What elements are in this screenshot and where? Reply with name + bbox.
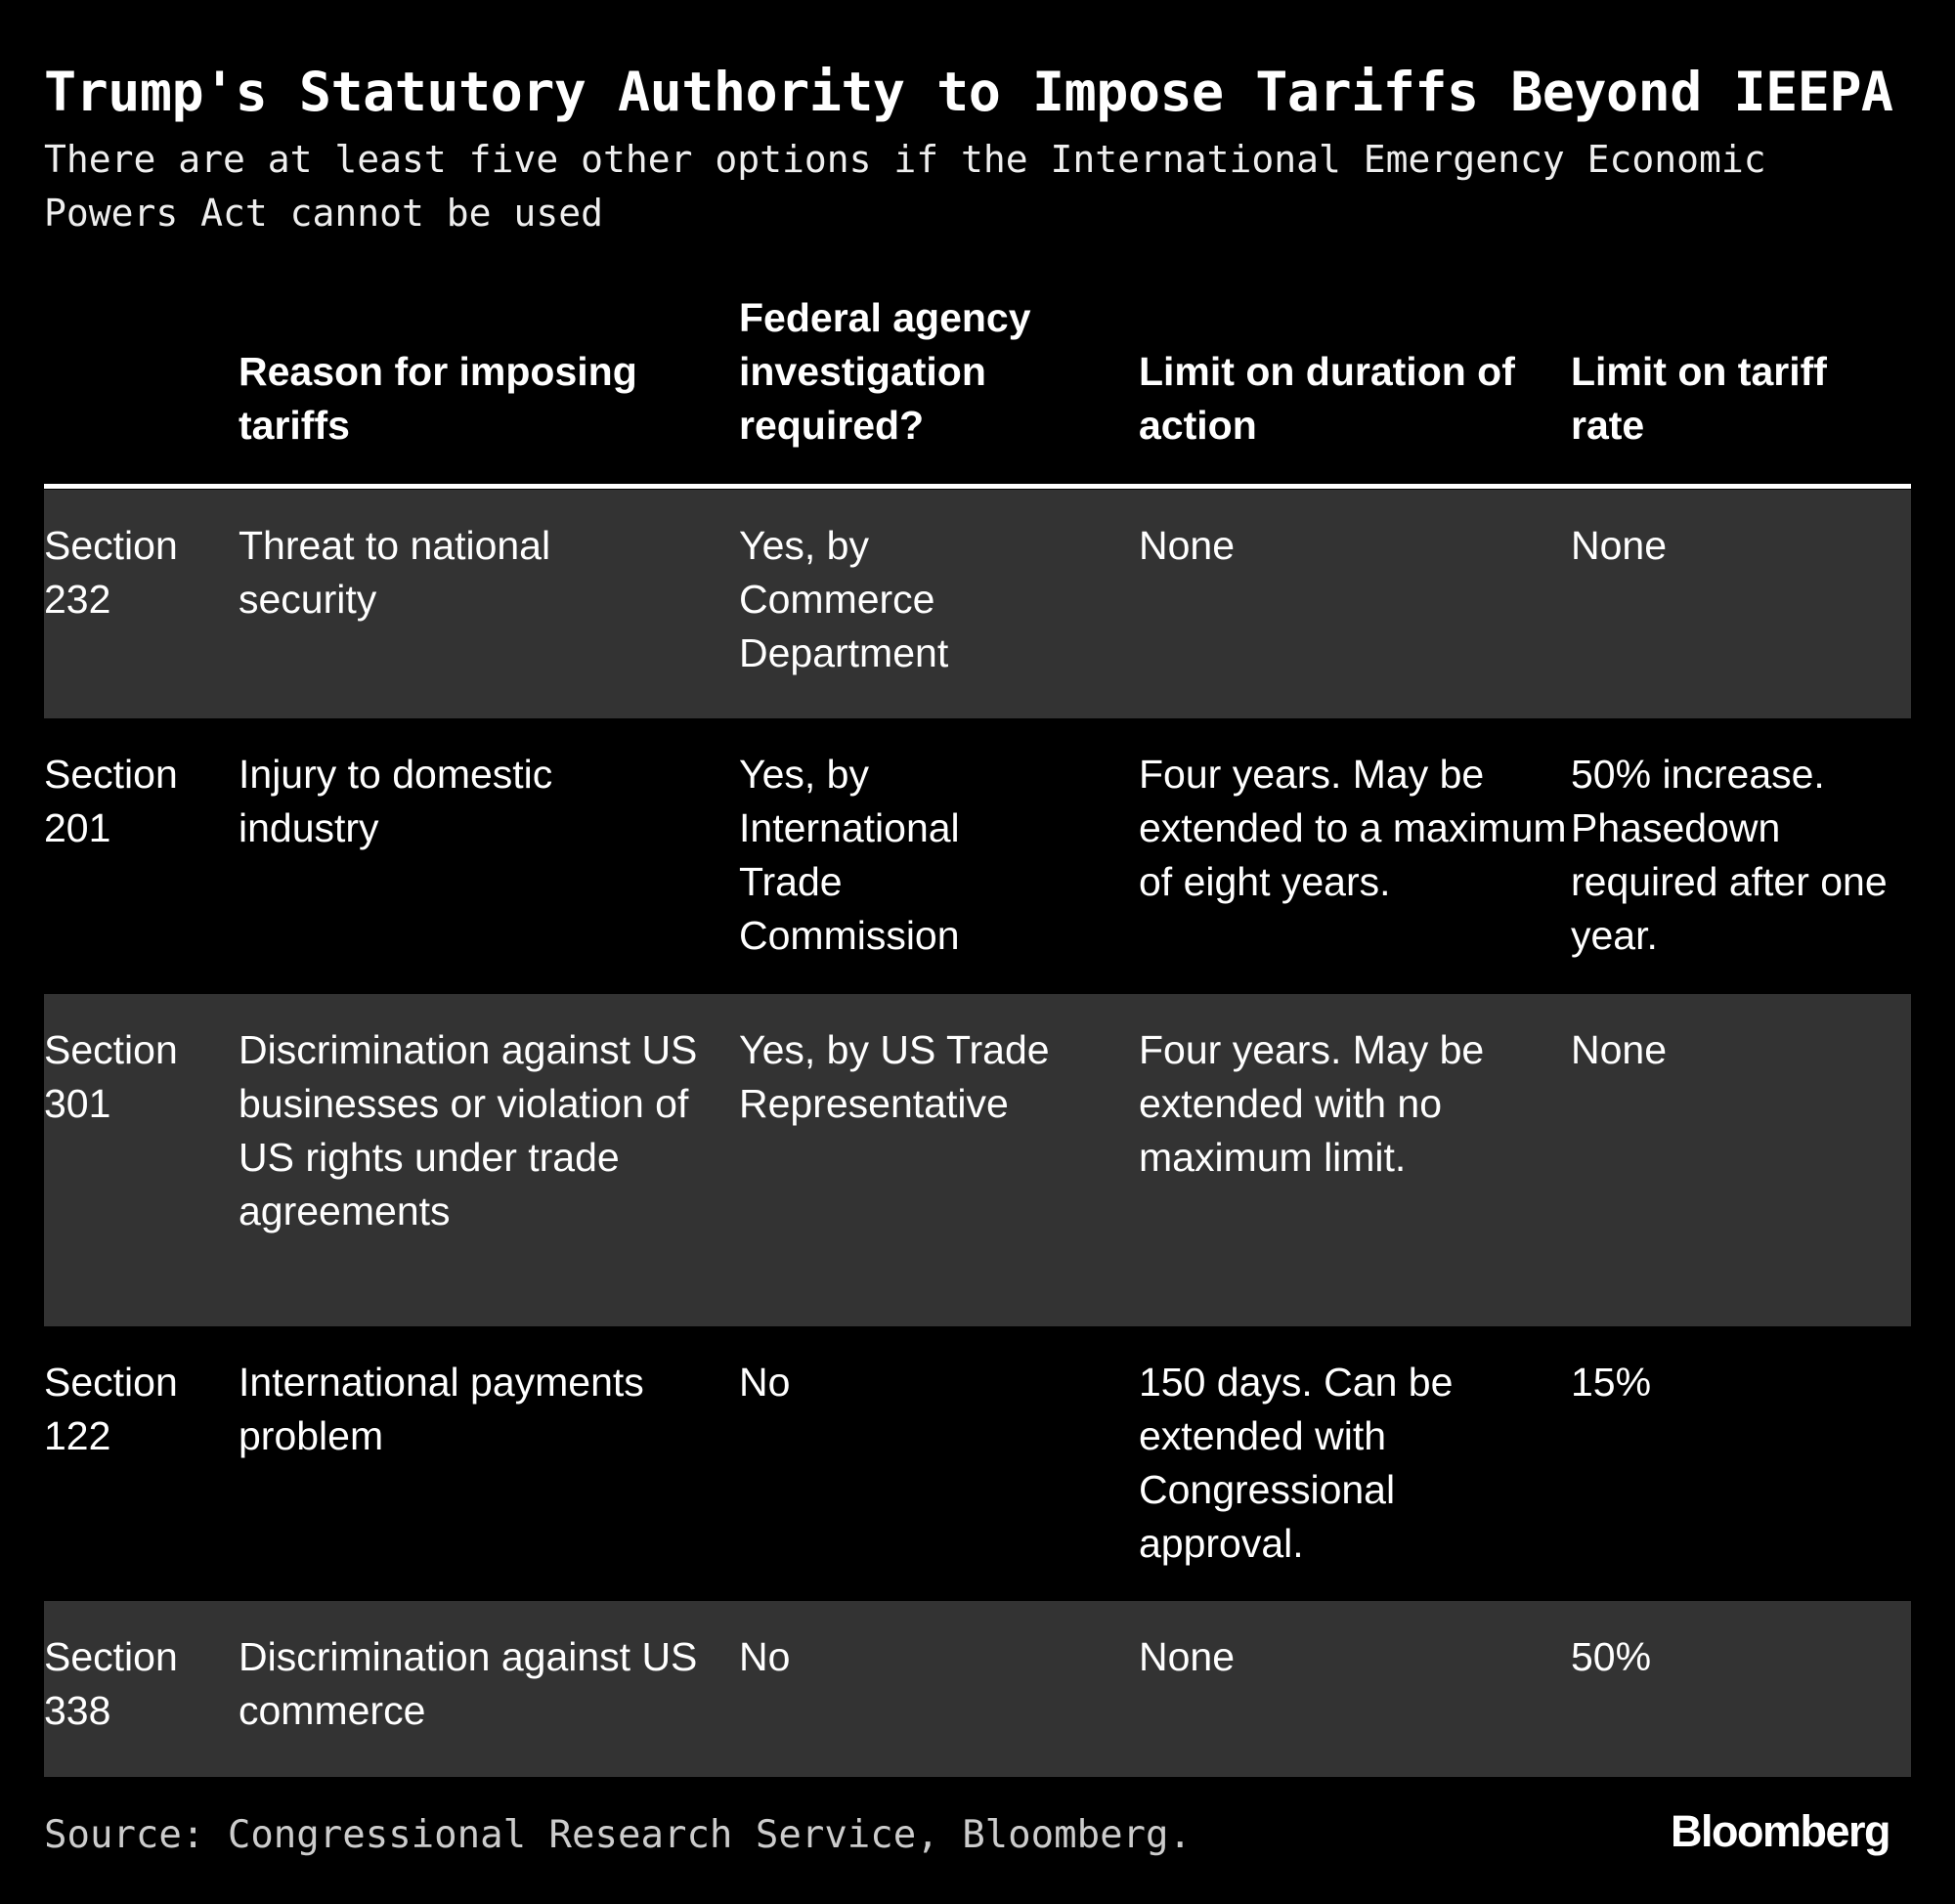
header-rate: Limit on tariff rate	[1571, 349, 1827, 448]
header-investigation: Federal agency investigation required?	[739, 295, 1031, 448]
cell-section: Section 122	[44, 1360, 178, 1458]
cell-duration: Four years. May be extended with no maxi…	[1139, 1027, 1485, 1180]
bloomberg-logo: Bloomberg	[1671, 1806, 1891, 1856]
cell-section: Section 201	[44, 752, 178, 850]
table-row: Section 232 Threat to national security …	[44, 490, 1911, 718]
header-reason: Reason for imposing tariffs	[239, 349, 637, 448]
table-row: Section 301 Discrimination against US bu…	[44, 994, 1911, 1326]
cell-rate: 50% increase. Phasedown required after o…	[1571, 752, 1888, 958]
cell-rate: 15%	[1571, 1360, 1652, 1405]
cell-reason: Injury to domestic industry	[239, 752, 553, 850]
table-row: Section 122 International payments probl…	[44, 1326, 1911, 1601]
cell-investigation: Yes, by International Trade Commission	[739, 752, 960, 958]
source-note: Source: Congressional Research Service, …	[44, 1813, 1192, 1857]
cell-reason: Discrimination against US commerce	[239, 1634, 698, 1733]
cell-duration: None	[1139, 1634, 1236, 1679]
table-row: Section 338 Discrimination against US co…	[44, 1601, 1911, 1777]
table-row: Section 201 Injury to domestic industry …	[44, 718, 1911, 994]
cell-section: Section 301	[44, 1027, 178, 1126]
cell-reason: Discrimination against US businesses or …	[239, 1027, 698, 1233]
cell-duration: None	[1139, 523, 1236, 568]
cell-duration: Four years. May be extended to a maximum…	[1139, 752, 1567, 904]
cell-reason: Threat to national security	[239, 523, 551, 622]
cell-section: Section 232	[44, 523, 178, 622]
cell-investigation: No	[739, 1360, 791, 1405]
chart-subtitle: There are at least five other options if…	[44, 138, 1766, 235]
cell-rate: None	[1571, 523, 1668, 568]
cell-rate: None	[1571, 1027, 1668, 1072]
chart-title: Trump's Statutory Authority to Impose Ta…	[44, 61, 1893, 123]
cell-rate: 50%	[1571, 1634, 1652, 1679]
table-header: Reason for imposing tariffs Federal agen…	[44, 291, 1911, 453]
cell-reason: International payments problem	[239, 1360, 644, 1458]
cell-investigation: No	[739, 1634, 791, 1679]
cell-investigation: Yes, by US Trade Representative	[739, 1027, 1050, 1126]
cell-section: Section 338	[44, 1634, 178, 1733]
cell-duration: 150 days. Can be extended with Congressi…	[1139, 1360, 1454, 1566]
header-rule	[44, 484, 1911, 489]
cell-investigation: Yes, by Commerce Department	[739, 523, 949, 675]
header-duration: Limit on duration of action	[1139, 349, 1515, 448]
